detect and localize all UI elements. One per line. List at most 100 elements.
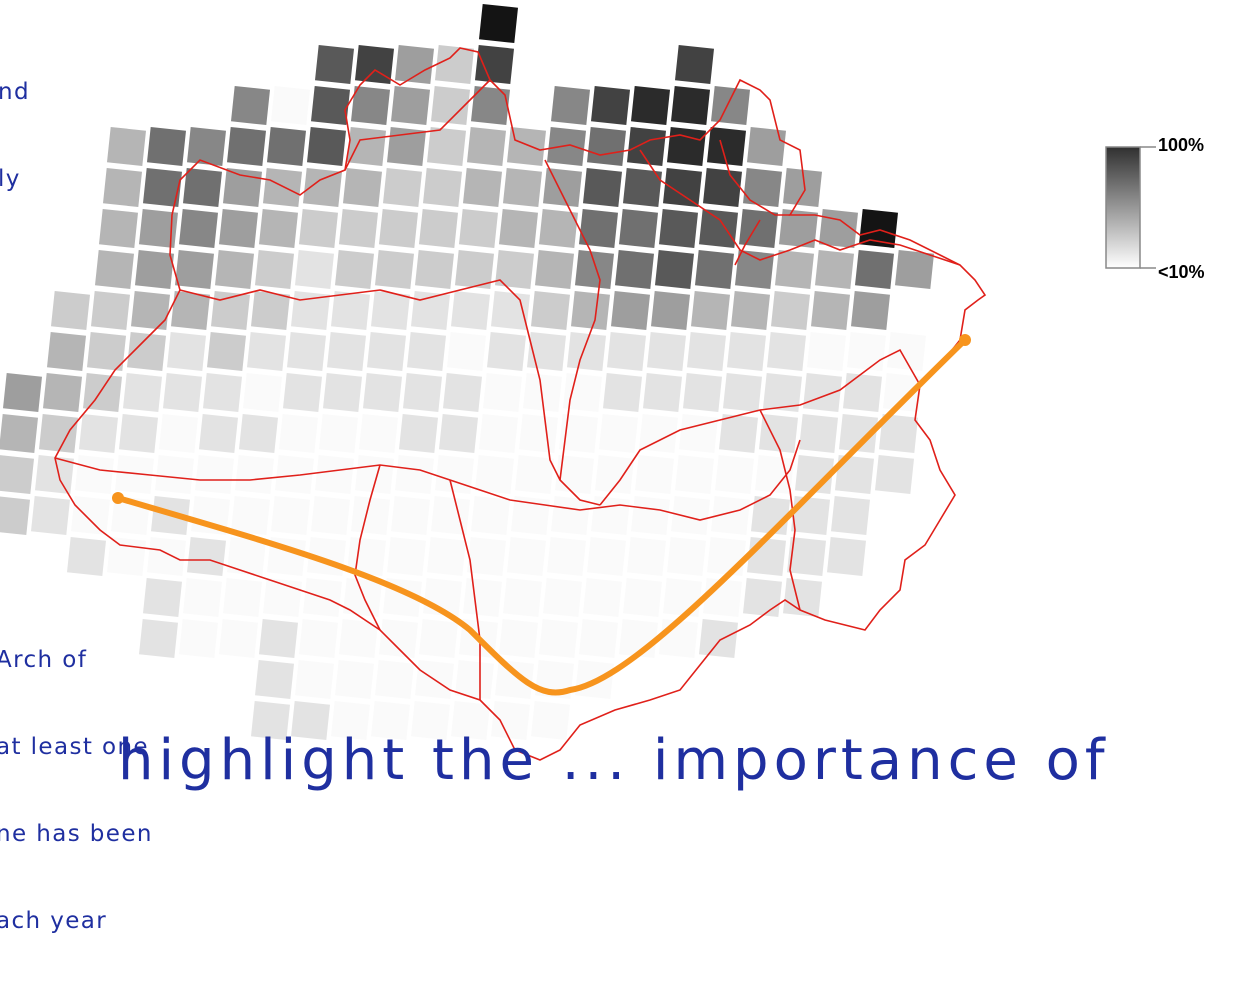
grid-cell xyxy=(721,371,764,414)
grid-cell xyxy=(361,371,404,414)
grid-cell xyxy=(425,535,468,578)
grid-cell xyxy=(797,412,840,455)
grid-cell xyxy=(329,699,372,742)
grid-cell xyxy=(145,535,188,578)
arch-note-line: Arch of xyxy=(0,647,88,673)
grid-cell xyxy=(49,289,92,332)
grid-cell xyxy=(85,330,128,373)
grid-cell xyxy=(501,576,544,619)
grid-cell xyxy=(621,166,664,209)
grid-cell xyxy=(165,330,208,373)
grid-cell xyxy=(221,576,264,619)
grid-cell xyxy=(429,84,472,127)
grid-cell xyxy=(137,207,180,250)
grid-cell xyxy=(701,166,744,209)
grid-cell xyxy=(89,289,132,332)
grid-cell xyxy=(709,494,752,537)
grid-cell xyxy=(673,43,716,86)
grid-cell xyxy=(669,84,712,127)
grid-cell xyxy=(477,412,520,455)
grid-cell xyxy=(65,535,108,578)
grid-cell xyxy=(253,248,296,291)
grid-cell xyxy=(465,125,508,168)
grid-cell xyxy=(389,84,432,127)
grid-cell xyxy=(633,453,676,496)
grid-cell xyxy=(177,617,220,660)
inner-boundary-north-east xyxy=(719,139,790,266)
grid-cell xyxy=(341,576,384,619)
grid-cell xyxy=(473,453,516,496)
grid-cell xyxy=(761,371,804,414)
grid-cell xyxy=(541,576,584,619)
grid-cell xyxy=(545,125,588,168)
grid-cell xyxy=(569,289,612,332)
grid-cell xyxy=(829,494,872,537)
grid-cell xyxy=(441,371,484,414)
grid-cell xyxy=(845,330,888,373)
grid-cell xyxy=(257,207,300,250)
grid-cell xyxy=(409,289,452,332)
grid-cell xyxy=(365,330,408,373)
grid-cell xyxy=(397,412,440,455)
top-note: nd ly xyxy=(0,20,33,252)
grid-cell xyxy=(585,125,628,168)
grid-cell xyxy=(241,371,284,414)
grid-cell xyxy=(45,330,88,373)
grid-cell xyxy=(757,412,800,455)
grid-cell xyxy=(329,289,372,332)
grid-cell xyxy=(529,699,572,742)
grid-cell xyxy=(445,330,488,373)
grid-cell xyxy=(597,412,640,455)
grid-cell xyxy=(0,453,36,496)
grid-cell xyxy=(281,371,324,414)
inner-boundary-west xyxy=(179,279,601,506)
grid-cell xyxy=(421,166,464,209)
inner-boundary-south-loop xyxy=(354,464,481,700)
grid-cell xyxy=(353,453,396,496)
grid-cell xyxy=(137,617,180,660)
inner-boundary-central xyxy=(544,159,601,481)
grid-cell xyxy=(645,330,688,373)
region-boundaries xyxy=(54,47,987,761)
grid-cell xyxy=(741,166,784,209)
grid-cell xyxy=(185,125,228,168)
grid-cell xyxy=(305,125,348,168)
grid-cell xyxy=(849,289,892,332)
grid-cell xyxy=(357,412,400,455)
grid-cell xyxy=(269,494,312,537)
grid-cell xyxy=(369,699,412,742)
grid-cell xyxy=(413,248,456,291)
grid-cell xyxy=(393,43,436,86)
grid-cell xyxy=(481,371,524,414)
grid-cell xyxy=(497,207,540,250)
grid-cell xyxy=(145,125,188,168)
grid-cell xyxy=(325,330,368,373)
grid-cell xyxy=(121,371,164,414)
grid-cell xyxy=(585,535,628,578)
grid-cell xyxy=(373,248,416,291)
grid-cell xyxy=(125,330,168,373)
grid-cell xyxy=(853,248,896,291)
grid-cell xyxy=(809,289,852,332)
arch-note-line: ne has been xyxy=(0,821,153,847)
grid-cell xyxy=(133,248,176,291)
grid-cell xyxy=(665,535,708,578)
grid-cell xyxy=(265,125,308,168)
grid-cell xyxy=(301,166,344,209)
grid-cell xyxy=(337,617,380,660)
grid-cell xyxy=(221,166,264,209)
grid-cell xyxy=(161,371,204,414)
bottom-caption: highlight the ... importance of xyxy=(118,728,1110,793)
grid-cell xyxy=(457,207,500,250)
inner-boundary-north xyxy=(344,79,961,266)
grid-cell xyxy=(593,453,636,496)
grid-cell xyxy=(789,494,832,537)
grid-cell xyxy=(129,289,172,332)
grid-cell xyxy=(505,535,548,578)
grid-cell xyxy=(217,617,260,660)
grid-cell xyxy=(681,371,724,414)
grid-cell xyxy=(733,248,776,291)
grid-cell xyxy=(629,494,672,537)
grid-cell xyxy=(333,658,376,701)
grid-cell xyxy=(521,371,564,414)
